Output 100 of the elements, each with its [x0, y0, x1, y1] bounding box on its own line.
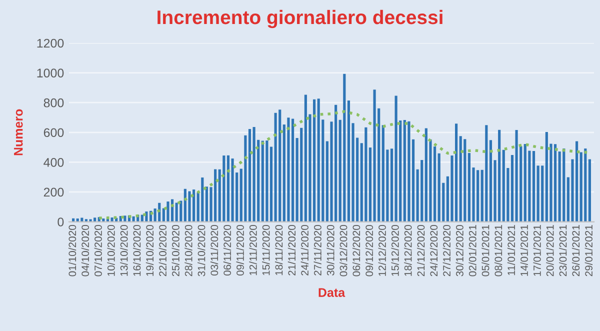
x-tick-label: 24/12/2020 — [430, 224, 438, 276]
x-tick-label: 11/01/2021 — [507, 225, 516, 276]
x-tick-label: 15/12/2020 — [391, 224, 399, 276]
x-tick-label: 09/11/2020 — [236, 224, 244, 276]
bar — [287, 118, 290, 222]
bar — [558, 151, 561, 222]
bar — [110, 217, 114, 222]
y-tick-label: 200 — [44, 188, 64, 197]
x-tick-label: 12/11/2020 — [249, 224, 257, 276]
x-tick-label: 19/10/2020 — [146, 224, 154, 276]
bar — [261, 140, 264, 222]
bar — [248, 128, 252, 222]
x-tick-label: 13/10/2020 — [120, 224, 128, 276]
bar — [231, 158, 234, 222]
x-tick-label: 03/12/2020 — [340, 224, 348, 276]
x-tick-label: 10/10/2020 — [107, 224, 115, 276]
bar — [252, 127, 256, 222]
bar — [489, 140, 492, 222]
chart-title: Incremento giornaliero decessi — [158, 10, 442, 28]
bar — [270, 146, 273, 222]
bar — [317, 98, 320, 222]
bar — [536, 166, 540, 222]
bar — [222, 155, 226, 222]
bar — [390, 148, 394, 222]
x-tick-label: 03/11/2020 — [210, 224, 218, 276]
x-tick-label: 28/10/2020 — [184, 224, 192, 276]
x-tick-label: 02/01/2021 — [468, 225, 476, 276]
y-tick-label: 800 — [44, 98, 64, 108]
bar — [382, 125, 384, 222]
x-tick-label: 23/01/2021 — [559, 225, 567, 276]
bar — [515, 130, 518, 222]
bar — [510, 155, 514, 222]
bar — [201, 178, 204, 222]
bar — [188, 191, 191, 222]
bar — [408, 121, 410, 222]
x-tick-label: 08/01/2021 — [494, 225, 502, 276]
bar — [343, 74, 346, 222]
x-tick-label: 15/11/2020 — [262, 224, 270, 276]
bar — [312, 99, 316, 222]
bar — [291, 118, 294, 222]
bar — [89, 219, 92, 222]
bar — [175, 202, 178, 222]
bar — [532, 151, 536, 222]
y-tick-label: 1000 — [37, 68, 64, 78]
x-tick-label: 16/10/2020 — [132, 224, 141, 276]
bar — [575, 141, 578, 222]
x-tick-label: 04/10/2020 — [81, 224, 90, 276]
x-tick-label: 27/12/2020 — [442, 224, 450, 276]
bar — [226, 155, 230, 222]
x-tick-label: 22/10/2020 — [158, 224, 166, 276]
bar — [166, 202, 170, 222]
bar — [244, 135, 247, 222]
x-tick-label: 31/10/2020 — [198, 224, 206, 276]
x-tick-label: 07/10/2020 — [94, 224, 102, 276]
x-tick-label: 14/01/2021 — [520, 225, 528, 276]
x-tick-label: 26/01/2021 — [572, 225, 580, 276]
x-tick-label: 29/01/2021 — [584, 225, 592, 276]
x-tick-label: 05/01/2021 — [482, 225, 490, 276]
bar — [485, 125, 488, 222]
bar — [541, 166, 544, 222]
x-tick-label: 25/10/2020 — [172, 224, 180, 276]
x-tick-label: 21/11/2020 — [288, 224, 296, 276]
bar — [459, 136, 462, 222]
y-tick-label: 400 — [44, 158, 64, 167]
x-tick-label: 30/12/2020 — [456, 224, 464, 276]
bar — [524, 144, 526, 222]
bar — [394, 96, 398, 222]
y-tick-label: 1200 — [37, 38, 64, 48]
x-axis-title: Data — [318, 288, 346, 297]
bar — [584, 148, 587, 222]
bar — [300, 128, 303, 222]
bar — [266, 140, 268, 222]
bar — [464, 139, 466, 222]
x-tick-label: 27/11/2020 — [314, 224, 322, 276]
bar — [278, 110, 282, 222]
bar — [274, 112, 277, 222]
y-tick-label: 600 — [44, 128, 64, 138]
bar — [554, 144, 557, 222]
x-tick-label: 18/11/2020 — [275, 224, 283, 276]
bar — [373, 90, 376, 222]
bar — [562, 148, 566, 222]
x-tick-label: 12/12/2020 — [378, 224, 386, 276]
x-tick-label: 21/12/2020 — [417, 224, 425, 276]
bar — [438, 153, 440, 222]
y-tick-label: 0 — [58, 218, 64, 226]
x-tick-label: 06/12/2020 — [352, 224, 360, 276]
x-tick-label: 17/01/2021 — [533, 225, 541, 276]
x-tick-label: 24/11/2020 — [300, 224, 308, 276]
bar — [580, 152, 582, 222]
y-axis-title: Numero — [14, 109, 23, 156]
bar — [420, 160, 424, 222]
x-tick-label: 20/01/2021 — [546, 225, 554, 276]
bar — [347, 100, 350, 222]
x-tick-label: 18/12/2020 — [404, 224, 412, 276]
x-tick-label: 30/11/2020 — [326, 224, 334, 276]
x-tick-label: 01/10/2020 — [68, 224, 76, 276]
bar — [502, 150, 505, 222]
bar — [364, 127, 368, 222]
bar — [588, 159, 591, 222]
x-tick-label: 09/12/2020 — [365, 224, 374, 276]
